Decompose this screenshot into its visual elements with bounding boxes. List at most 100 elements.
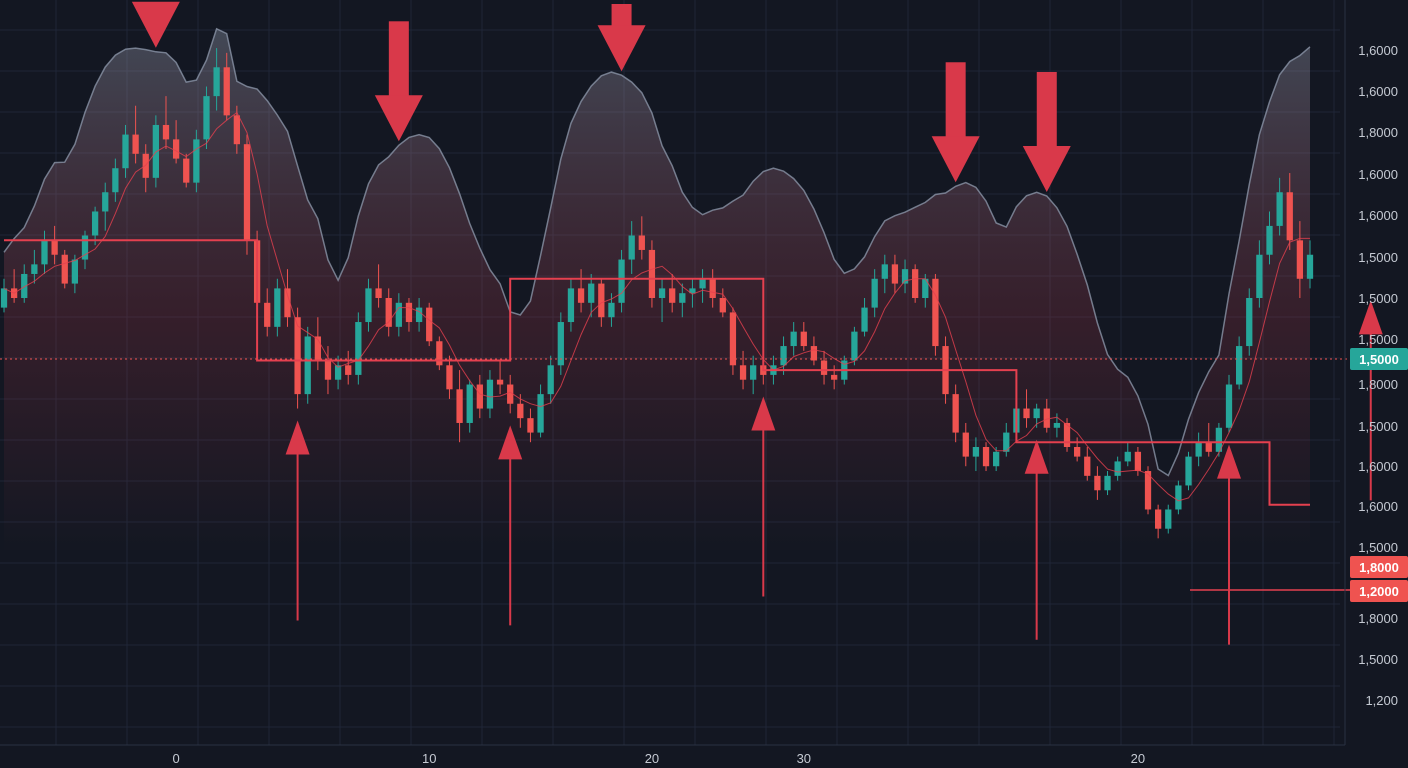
candle-body (486, 379, 494, 409)
sell-arrow (131, 1, 180, 48)
candle-body (648, 249, 656, 298)
candle-body (1003, 432, 1010, 452)
candle-body (1266, 225, 1273, 255)
candle-body (1175, 485, 1182, 510)
y-tick-label: 1,5000 (1358, 250, 1398, 265)
level-badge-upper (1350, 556, 1408, 578)
candle-body (385, 298, 392, 327)
y-tick-label: 1,5000 (1358, 419, 1398, 434)
candle-body (679, 293, 686, 303)
candle-body (952, 394, 959, 433)
candle-body (669, 288, 676, 303)
candle-body (618, 259, 625, 303)
candle-body (810, 346, 818, 361)
gray-area-overlay (3, 27, 1311, 553)
level-badge-lower (1350, 580, 1408, 602)
candle-body (689, 288, 696, 294)
candle-body (496, 379, 504, 385)
candle-body (527, 418, 534, 433)
candle-body (314, 336, 321, 361)
candle-body (1033, 408, 1040, 419)
candle-body (0, 288, 8, 308)
candle-body (476, 384, 483, 409)
sell-arrow-shaft (945, 62, 966, 138)
candle-body (1043, 408, 1050, 428)
candle-body (1215, 427, 1223, 452)
candle-body (1296, 240, 1304, 279)
candle-body (436, 341, 443, 366)
y-axis: 1,6000 1,6000 1,8000 1,6000 1,6000 1,5000 1,50… (1344, 0, 1398, 745)
candle-body (213, 67, 220, 97)
y-tick-label: 1,8000 (1358, 611, 1398, 626)
buy-arrow-head (1358, 300, 1383, 335)
candle-body (264, 302, 271, 327)
support-step-line (4, 239, 1310, 506)
sell-arrow (374, 21, 423, 142)
price-badges: 1,5000 1,8000 1,2000 (1350, 348, 1408, 602)
candle-body (162, 124, 170, 140)
shade-outline (3, 27, 1311, 477)
candle-body (1205, 442, 1212, 452)
buy-arrow (1024, 439, 1049, 640)
candle-body (537, 394, 544, 433)
candle-body (1256, 254, 1263, 298)
level-label-lower: 1,2000 (1359, 584, 1399, 599)
level-label-upper: 1,8000 (1359, 560, 1399, 575)
shade-area (4, 28, 1310, 553)
candle-body (1094, 475, 1101, 491)
candle-body (577, 288, 585, 303)
x-tick-label: 20 (645, 751, 659, 766)
candle-body (81, 235, 89, 260)
candle-body (871, 278, 878, 308)
candle-body (861, 307, 868, 332)
signal-arrows (131, 1, 1383, 645)
candle-body (1235, 346, 1243, 385)
candle-body (395, 302, 402, 327)
current-price-badge (1350, 348, 1408, 370)
sell-arrow (931, 62, 980, 183)
candle-body (557, 322, 564, 366)
candle-body (193, 139, 200, 183)
candle-body (1165, 509, 1172, 529)
buy-arrow (1217, 444, 1242, 645)
candle-body (355, 322, 362, 375)
candle-body (415, 307, 423, 323)
sell-arrow-head (931, 136, 980, 183)
candle-body (790, 331, 797, 347)
candle-body (132, 134, 139, 154)
buy-arrow-head (751, 396, 776, 431)
x-tick-label: 20 (1131, 751, 1145, 766)
candle-body (1276, 192, 1283, 226)
candle-body (729, 312, 737, 366)
candle-body (223, 67, 230, 116)
candle-body (1104, 475, 1111, 491)
candle-body (993, 451, 1000, 467)
candle-body (972, 447, 980, 457)
sell-arrow-head (131, 1, 180, 48)
candle-body (334, 365, 342, 380)
candle-body (365, 288, 372, 323)
y-tick-label: 1,6000 (1358, 43, 1398, 58)
candle-body (1195, 442, 1202, 457)
candle-body (405, 302, 413, 323)
y-tick-label: 1,6000 (1358, 459, 1398, 474)
candle-body (1053, 422, 1061, 428)
sell-arrow-shaft (388, 21, 409, 97)
candle-body (901, 269, 909, 284)
candle-body (851, 331, 858, 361)
x-axis: 0102030201000 (0, 744, 1345, 766)
candle-body (507, 384, 514, 404)
candle-body (922, 278, 929, 298)
candle-body (233, 115, 240, 145)
sell-arrow-head (597, 25, 646, 72)
candle-body (1063, 422, 1071, 447)
candle-body (912, 269, 919, 298)
candle-body (294, 317, 301, 395)
candle-body (719, 298, 726, 313)
sell-arrow (1022, 71, 1071, 192)
candle-body (61, 254, 68, 284)
buy-arrow (498, 425, 523, 626)
candle-body (831, 374, 838, 380)
candle-body (608, 302, 615, 318)
candle-body (517, 403, 524, 419)
